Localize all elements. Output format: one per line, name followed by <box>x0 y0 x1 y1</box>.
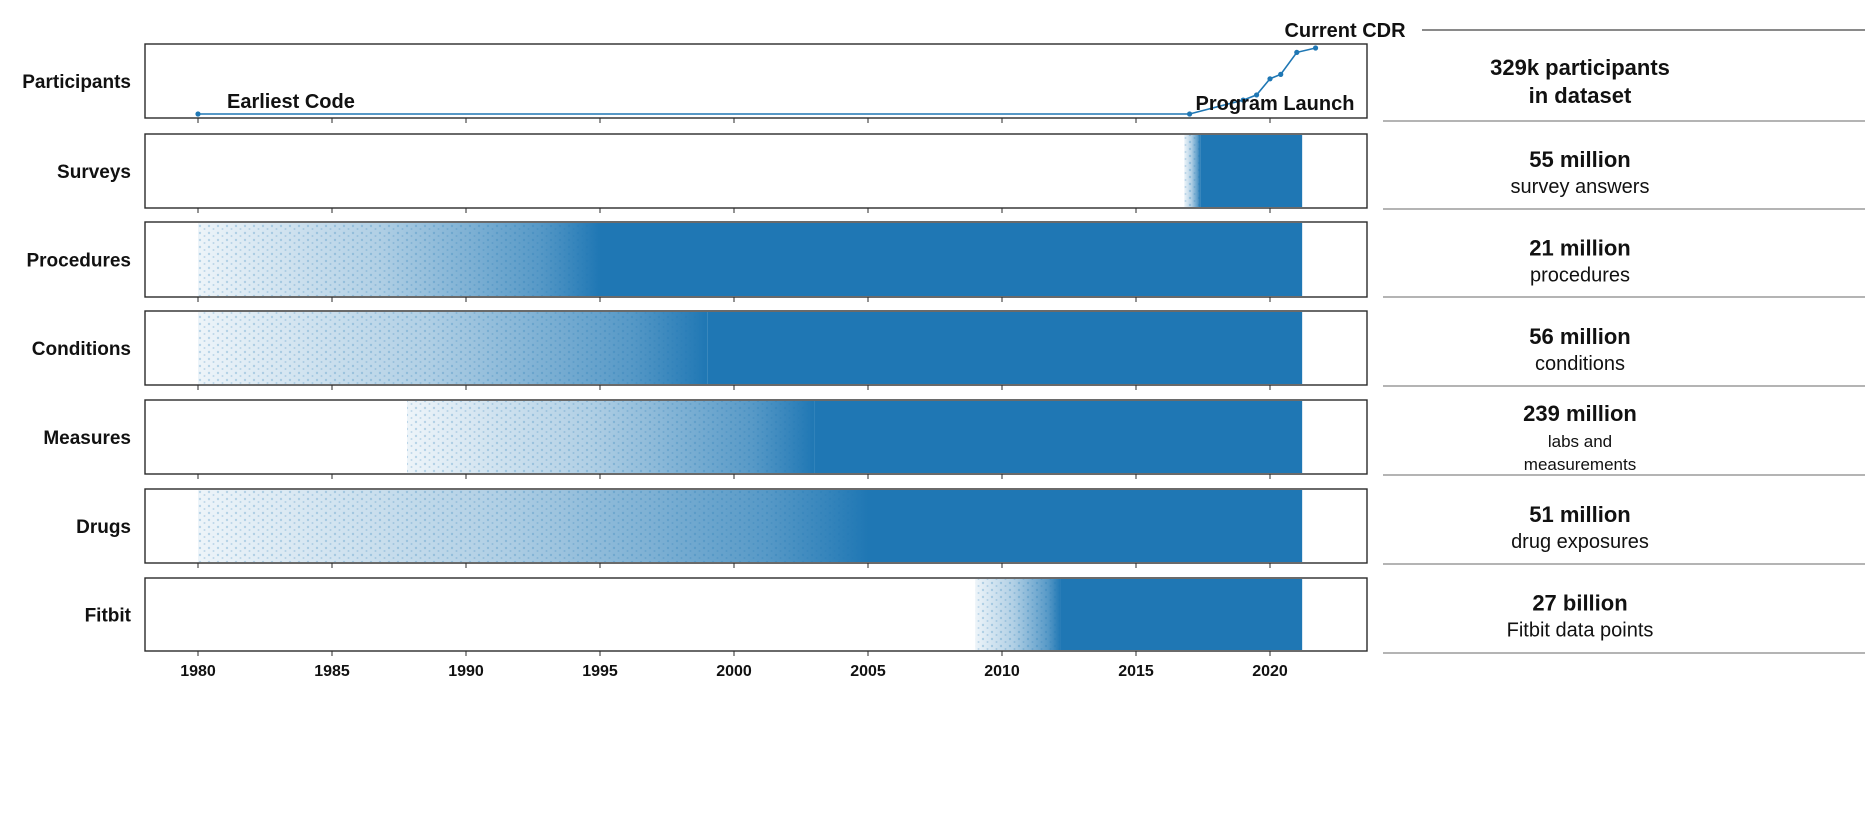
x-tick-label: 1980 <box>180 663 216 680</box>
annotation-program-launch: Program Launch <box>1196 93 1355 115</box>
conditions-density-gradient <box>198 312 708 384</box>
surveys-dense-band <box>1200 135 1303 207</box>
annotation-current-cdr: Current CDR <box>1284 20 1406 42</box>
row-label-measures: Measures <box>43 428 131 449</box>
summary-desc: measurements <box>1524 455 1636 474</box>
participants-point <box>1294 49 1300 56</box>
surveys-row-frame <box>144 133 1368 209</box>
participants-point <box>1267 76 1273 82</box>
conditions-dense-band <box>707 312 1303 384</box>
x-tick-label: 2000 <box>716 663 752 680</box>
summary-desc: procedures <box>1530 265 1630 287</box>
summary-value: 55 million <box>1529 147 1630 172</box>
x-tick-label: 2010 <box>984 663 1020 680</box>
annotation-earliest-code: Earliest Code <box>227 91 355 113</box>
row-label-conditions: Conditions <box>32 339 131 360</box>
x-tick-label: 1985 <box>314 663 350 680</box>
drugs-dense-band <box>868 490 1303 562</box>
summary-desc: conditions <box>1535 353 1625 375</box>
summary-value: 329k participants <box>1490 55 1670 80</box>
summary-desc: Fitbit data points <box>1507 620 1654 642</box>
participants-row-frame <box>144 43 1368 119</box>
procedures-row-frame <box>144 221 1368 298</box>
drugs-density-gradient <box>198 490 868 562</box>
participants-line <box>198 47 1316 115</box>
summary-desc: survey answers <box>1511 176 1650 198</box>
participants-point <box>1187 111 1193 117</box>
x-tick-label: 1990 <box>448 663 484 680</box>
summary-desc: labs and <box>1548 432 1612 451</box>
x-tick-label: 1995 <box>582 663 618 680</box>
row-label-procedures: Procedures <box>26 251 131 272</box>
surveys-density-gradient <box>1184 135 1201 207</box>
participants-point <box>195 111 201 117</box>
row-label-fitbit: Fitbit <box>85 606 132 627</box>
row-label-drugs: Drugs <box>76 517 131 538</box>
summary-value: 51 million <box>1529 502 1630 527</box>
summary-value: 239 million <box>1523 401 1637 426</box>
measures-density-gradient <box>407 401 815 473</box>
conditions-row-frame <box>144 310 1368 386</box>
x-tick-label: 2020 <box>1252 663 1288 680</box>
summary-value: 56 million <box>1529 324 1630 349</box>
summary-value: 27 billion <box>1532 591 1627 616</box>
participants-point <box>1278 71 1284 77</box>
participants-point <box>1312 45 1319 51</box>
measures-dense-band <box>814 401 1303 473</box>
procedures-dense-band <box>600 223 1303 296</box>
fitbit-density-gradient <box>975 579 1061 650</box>
drugs-row-frame <box>144 488 1368 564</box>
participants-point <box>1254 92 1260 98</box>
summary-desc: in dataset <box>1529 83 1632 108</box>
summary-value: 21 million <box>1529 236 1630 261</box>
fitbit-row-frame <box>144 577 1368 652</box>
row-label-surveys: Surveys <box>57 162 131 183</box>
x-tick-label: 2005 <box>850 663 886 680</box>
fitbit-dense-band <box>1060 579 1303 650</box>
summary-desc: drug exposures <box>1511 531 1649 553</box>
measures-row-frame <box>144 399 1368 475</box>
x-tick-label: 2015 <box>1118 663 1154 680</box>
procedures-density-gradient <box>198 223 600 296</box>
participants-point <box>1240 97 1246 103</box>
row-label-participants: Participants <box>22 72 131 93</box>
